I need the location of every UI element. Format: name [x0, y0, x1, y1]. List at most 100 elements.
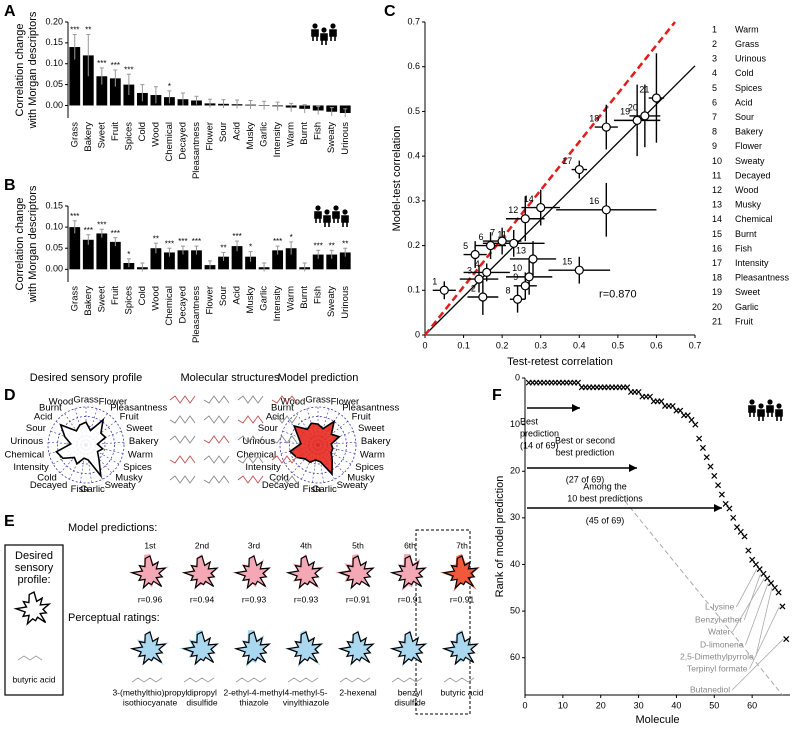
profile-outline — [13, 590, 52, 626]
radar-label: Burnt — [39, 402, 62, 413]
point — [749, 556, 756, 563]
x-tick-label: Garlic — [259, 286, 270, 311]
x-tick-label: Sweet — [96, 122, 107, 149]
x-tick-label: Decayed — [177, 286, 188, 324]
radar-grid — [279, 406, 357, 484]
radar-label: Decayed — [262, 480, 300, 491]
significance: *** — [165, 239, 174, 248]
molecule-name: 2-ethyl-4-methyl — [224, 687, 285, 697]
legend-number: 15 — [712, 229, 722, 239]
bar — [109, 241, 121, 270]
annotation: Best — [520, 416, 539, 426]
point — [677, 407, 684, 414]
desired-title: sensory — [15, 562, 54, 574]
significance: ** — [342, 239, 348, 248]
molecule — [203, 475, 230, 484]
point — [651, 93, 662, 103]
y-axis-label: Model-test correlation — [391, 126, 403, 232]
x-tick-label: Burnt — [299, 286, 310, 309]
radar-title: Desired sensory profile — [30, 372, 143, 384]
bar — [164, 252, 175, 270]
x-tick-label: Acid — [232, 286, 243, 304]
point — [760, 570, 767, 577]
radar-area — [55, 417, 107, 479]
x-tick-label: 50 — [709, 700, 719, 710]
icon — [329, 29, 337, 41]
annotation: r=0.870 — [599, 289, 637, 301]
molecule — [169, 435, 196, 444]
significance: ** — [329, 241, 335, 250]
profile-outline — [233, 631, 271, 666]
point-label: 3 — [467, 265, 472, 275]
significance: *** — [97, 59, 106, 68]
y-tick-label: 10 — [510, 419, 520, 429]
point — [478, 292, 488, 302]
icon — [314, 211, 322, 223]
molecule — [237, 395, 264, 404]
molecule — [339, 677, 371, 683]
x-tick-label: Sweet — [96, 286, 107, 313]
point — [658, 398, 665, 405]
radar-label: Warm — [360, 450, 385, 461]
legend-number: 17 — [712, 258, 722, 268]
y-axis-label: with Morgan descriptors — [27, 185, 39, 303]
desired-box — [4, 544, 64, 696]
legend-number: 1 — [712, 24, 717, 34]
rank-label: 4th — [300, 540, 312, 550]
point-annotation: Terpinyl formate — [687, 663, 748, 673]
bar — [69, 227, 81, 270]
point — [688, 416, 695, 423]
profile-outline — [181, 555, 219, 590]
significance: *** — [232, 232, 241, 241]
x-tick-label: Warm — [286, 286, 297, 311]
point-annotation: Water — [708, 626, 731, 636]
point — [485, 240, 496, 251]
bar — [82, 239, 94, 270]
leader-line — [745, 582, 769, 646]
bar — [69, 47, 81, 106]
radar-label: Sour — [26, 423, 46, 434]
icon — [321, 27, 327, 33]
significance: *** — [97, 220, 106, 229]
legend-label: Intensity — [735, 258, 769, 268]
molecule — [271, 415, 298, 424]
profile-outline — [233, 555, 271, 590]
point — [745, 547, 752, 554]
radar-label: Spices — [123, 462, 152, 473]
radar-label: Wood — [49, 397, 74, 408]
arrow-head — [629, 464, 637, 472]
radar-label: Sweaty — [337, 480, 368, 491]
significance: *** — [111, 229, 120, 238]
point-annotation: L-lysine — [705, 601, 735, 611]
x-tick-label: 60 — [747, 700, 757, 710]
point — [779, 603, 786, 610]
point — [512, 294, 523, 304]
molecule — [203, 395, 230, 404]
legend-label: Fish — [735, 243, 752, 253]
prediction-glyph — [335, 554, 373, 590]
point — [752, 561, 759, 568]
radar-label: Fish — [303, 484, 321, 495]
molecule — [391, 677, 423, 683]
icon — [757, 409, 765, 421]
radar-label: Garlic — [80, 484, 105, 495]
significance: *** — [70, 26, 79, 35]
radar-label: Pleasantness — [110, 402, 167, 413]
y-tick-label: 0.15 — [45, 200, 63, 210]
y-tick-label: 0.3 — [407, 195, 420, 205]
point — [632, 115, 642, 125]
icon — [311, 29, 319, 41]
legend-label: Garlic — [735, 302, 759, 312]
molecule — [237, 415, 264, 424]
panel-label: D — [4, 387, 16, 404]
radar-label: Decayed — [30, 480, 68, 491]
point — [764, 575, 771, 582]
molecule-name: thiazole — [239, 697, 269, 707]
radar-label: Musky — [347, 473, 375, 484]
arrow-head — [572, 404, 580, 412]
rating-glyph — [283, 630, 325, 668]
point-label: 12 — [508, 205, 518, 215]
molecule — [169, 455, 196, 464]
point-annotation: D-limonene — [700, 639, 744, 649]
